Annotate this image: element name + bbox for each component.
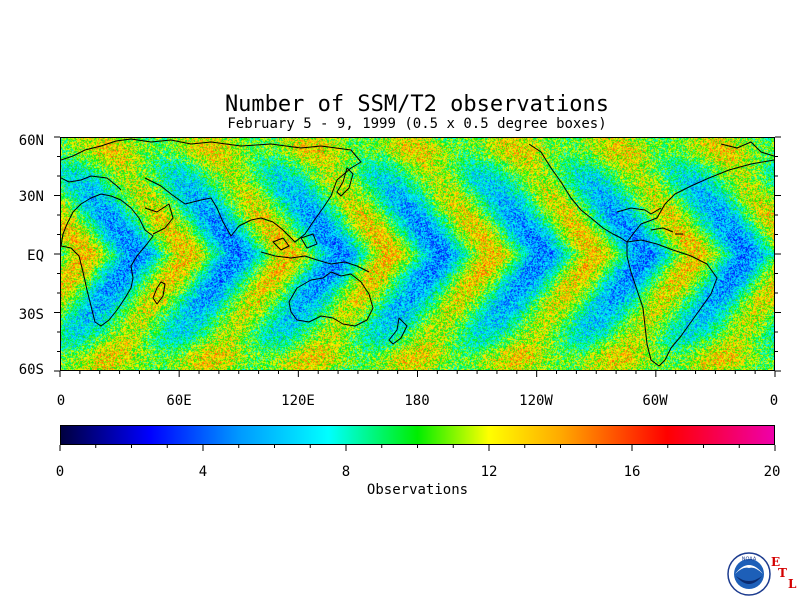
y-tick-label: 60S <box>18 362 44 378</box>
etl-letter: E <box>771 555 781 569</box>
coastline-arabia <box>144 203 174 235</box>
coastline-south-america <box>626 239 718 367</box>
colorbar-tick-label: 0 <box>55 464 65 480</box>
etl-letter: L <box>788 577 797 591</box>
y-tick-label: 30S <box>18 307 44 323</box>
y-tick-label: EQ <box>27 248 44 264</box>
coastline-madagascar <box>152 281 166 305</box>
coastline-indonesia <box>260 233 370 273</box>
x-tick-label: 0 <box>769 393 779 409</box>
colorbar-tick-label: 8 <box>341 464 351 480</box>
coastline-north-america <box>528 143 774 243</box>
etl-logo: E T L <box>768 555 798 595</box>
colorbar <box>60 425 775 445</box>
chart-title: Number of SSM/T2 observations <box>224 92 610 117</box>
coastline-asia <box>130 138 362 243</box>
colorbar-label: Observations <box>366 482 469 498</box>
coastline-overlay <box>61 138 774 367</box>
coastline-europe <box>61 138 132 191</box>
coastline-africa <box>61 193 154 327</box>
x-tick-label: 180 <box>404 393 430 409</box>
etl-letter: T <box>778 566 787 580</box>
x-tick-label: 0 <box>56 393 66 409</box>
coastline-caribbean <box>650 227 683 235</box>
y-tick-label: 60N <box>18 133 44 149</box>
x-tick-label: 60W <box>642 393 668 409</box>
coastline-arctic-greenland <box>720 141 774 157</box>
coastline-nz <box>388 317 408 345</box>
observation-heatmap <box>61 138 774 370</box>
chart-subtitle: February 5 - 9, 1999 (0.5 x 0.5 degree b… <box>227 116 607 132</box>
x-tick-label: 120W <box>519 393 553 409</box>
colorbar-tick-label: 16 <box>623 464 641 480</box>
colorbar-tick-label: 12 <box>480 464 498 480</box>
noaa-logo: NOAA <box>727 552 771 596</box>
colorbar-tick-label: 4 <box>198 464 208 480</box>
observation-map <box>60 137 775 371</box>
y-tick-label: 30N <box>18 189 44 205</box>
x-tick-label: 60E <box>166 393 192 409</box>
coastline-japan <box>336 167 354 197</box>
colorbar-tick-label: 20 <box>763 464 781 480</box>
coastline-australia <box>288 271 374 327</box>
logo-text: NOAA <box>742 557 757 563</box>
x-tick-label: 120E <box>281 393 315 409</box>
coastline-gulf <box>616 207 662 215</box>
